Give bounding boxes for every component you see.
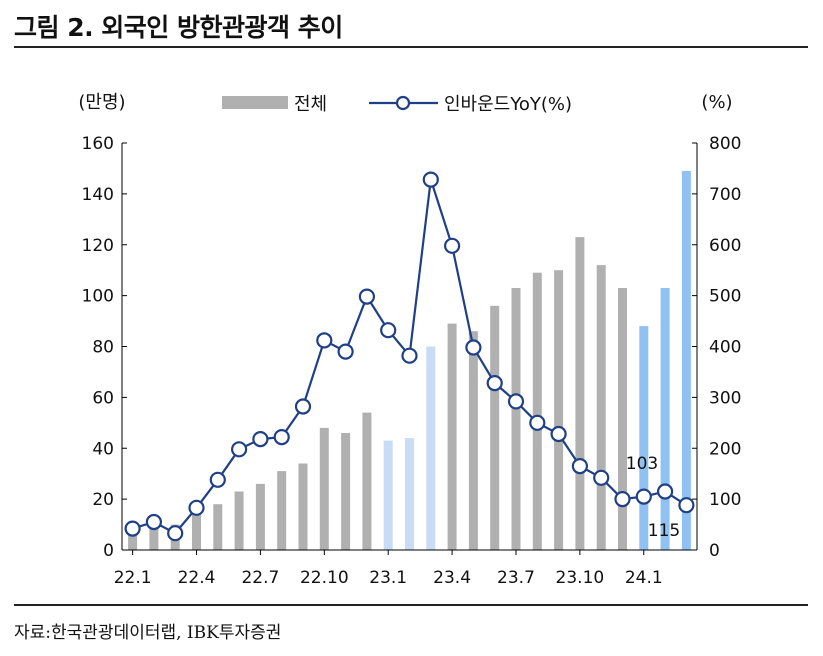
yoy-point-23.1: [380, 322, 397, 339]
yoy-point-24.2: [656, 483, 674, 500]
left-tick-label: 120: [82, 236, 114, 256]
left-tick-label: 0: [103, 541, 114, 561]
yoy-point-23.6: [486, 375, 503, 392]
left-tick-label: 80: [92, 338, 114, 358]
yoy-point-22.1: [124, 520, 141, 537]
yoy-point-22.6: [231, 441, 248, 458]
x-tick-label: 23.1: [369, 568, 407, 588]
right-tick-label: 700: [709, 185, 741, 205]
left-tick-label: 140: [82, 185, 114, 205]
bar-22.8: [277, 471, 287, 550]
yoy-point-22.7: [252, 431, 269, 448]
legend-line-label: 인바운드YoY(%): [444, 94, 572, 115]
legend-bar-label: 전체: [294, 94, 327, 115]
right-tick-label: 500: [709, 287, 741, 307]
legend-bar-swatch: [222, 96, 288, 109]
source-rule: [14, 604, 808, 606]
yoy-point-22.8: [273, 429, 290, 446]
bar-23.9: [554, 270, 564, 550]
right-axis-unit: (%): [701, 92, 732, 113]
bar-23.11: [596, 265, 606, 550]
axes: 0 20 40 60 80 100 120 140 160 0 100 200 300 400 500 600…: [82, 134, 742, 588]
yoy-point-23.10: [571, 458, 589, 475]
bar-23.1: [383, 440, 393, 550]
legend-line-marker: [395, 95, 411, 111]
bar-22.1: [128, 529, 138, 550]
right-tick-label: 400: [709, 338, 741, 358]
yoy-point-22.10: [316, 332, 333, 349]
bar-24.3: [681, 171, 691, 550]
bar-23.10: [575, 237, 585, 550]
yoy-point-23.8: [529, 414, 546, 431]
yoy-point-23.11: [593, 469, 610, 486]
bar-22.5: [213, 504, 223, 550]
bar-23.8: [532, 272, 542, 550]
right-tick-label: 300: [709, 388, 741, 408]
bar-22.7: [255, 483, 265, 550]
figure-title: 그림 2. 외국인 방한관광객 추이: [14, 13, 343, 42]
chart: 0 20 40 60 80 100 120 140 160 0 100 200 300 400 500 600…: [78, 92, 742, 588]
left-axis-unit: (만명): [78, 92, 125, 113]
right-tick-label: 100: [709, 490, 741, 510]
x-tick-label: 22.7: [241, 568, 279, 588]
x-tick-label: 23.4: [433, 568, 471, 588]
yoy-point-22.3: [167, 525, 184, 542]
left-tick-label: 100: [82, 287, 114, 307]
bar-24.1: [639, 326, 649, 550]
bar-22.11: [341, 433, 351, 550]
yoy-point-24.3: [678, 497, 695, 514]
right-tick-label: 800: [709, 134, 741, 154]
annotation-yoy-value: 115: [648, 521, 680, 541]
x-tick-label: 24.1: [625, 568, 663, 588]
source-note: 자료:한국관광데이터랩, IBK투자증권: [14, 623, 282, 643]
bar-23.6: [490, 305, 500, 550]
bar-23.3: [426, 346, 436, 550]
yoy-point-23.9: [550, 425, 567, 443]
yoy-point-23.12: [614, 491, 631, 508]
yoy-point-23.3: [422, 171, 439, 188]
yoy-point-22.12: [358, 288, 375, 305]
bar-22.12: [362, 412, 372, 550]
x-tick-label: 23.7: [497, 568, 535, 588]
bar-23.7: [511, 288, 521, 550]
yoy-point-23.7: [507, 393, 525, 410]
left-tick-label: 160: [82, 134, 114, 154]
annotation-bar-value: 103: [626, 454, 658, 474]
title-rule: [14, 46, 808, 48]
bar-22.4: [192, 511, 201, 550]
line-series: [124, 171, 695, 542]
left-tick-label: 20: [92, 490, 114, 510]
x-tick-label: 23.10: [556, 568, 605, 588]
yoy-point-22.4: [188, 499, 205, 516]
bar-22.10: [319, 427, 329, 550]
right-tick-label: 0: [709, 541, 720, 561]
yoy-point-23.4: [444, 237, 461, 254]
yoy-point-23.2: [401, 347, 418, 364]
yoy-point-22.5: [209, 471, 226, 488]
left-tick-label: 60: [92, 388, 114, 408]
x-tick-label: 22.4: [178, 568, 216, 588]
x-tick-label: 22.1: [114, 568, 152, 588]
yoy-point-22.2: [145, 513, 162, 531]
bar-23.5: [468, 331, 478, 550]
yoy-point-22.9: [294, 398, 312, 415]
legend: 전체 인바운드YoY(%): [222, 94, 572, 115]
yoy-point-22.11: [337, 343, 354, 360]
right-tick-label: 200: [709, 439, 741, 459]
bar-23.4: [447, 323, 457, 550]
yoy-point-23.5: [465, 339, 482, 356]
left-tick-label: 40: [92, 439, 114, 459]
x-tick-label: 22.10: [300, 568, 349, 588]
yoy-point-24.1: [635, 488, 652, 505]
bar-22.9: [298, 463, 308, 550]
right-tick-label: 600: [709, 236, 741, 256]
bar-22.6: [234, 491, 244, 550]
bar-24.2: [660, 288, 670, 550]
bar-23.12: [618, 288, 627, 550]
bar-22.2: [149, 524, 159, 550]
bar-23.2: [405, 438, 414, 550]
axis-labels: (만명) (%) 103 115: [78, 92, 732, 541]
bar-series: [128, 171, 691, 550]
